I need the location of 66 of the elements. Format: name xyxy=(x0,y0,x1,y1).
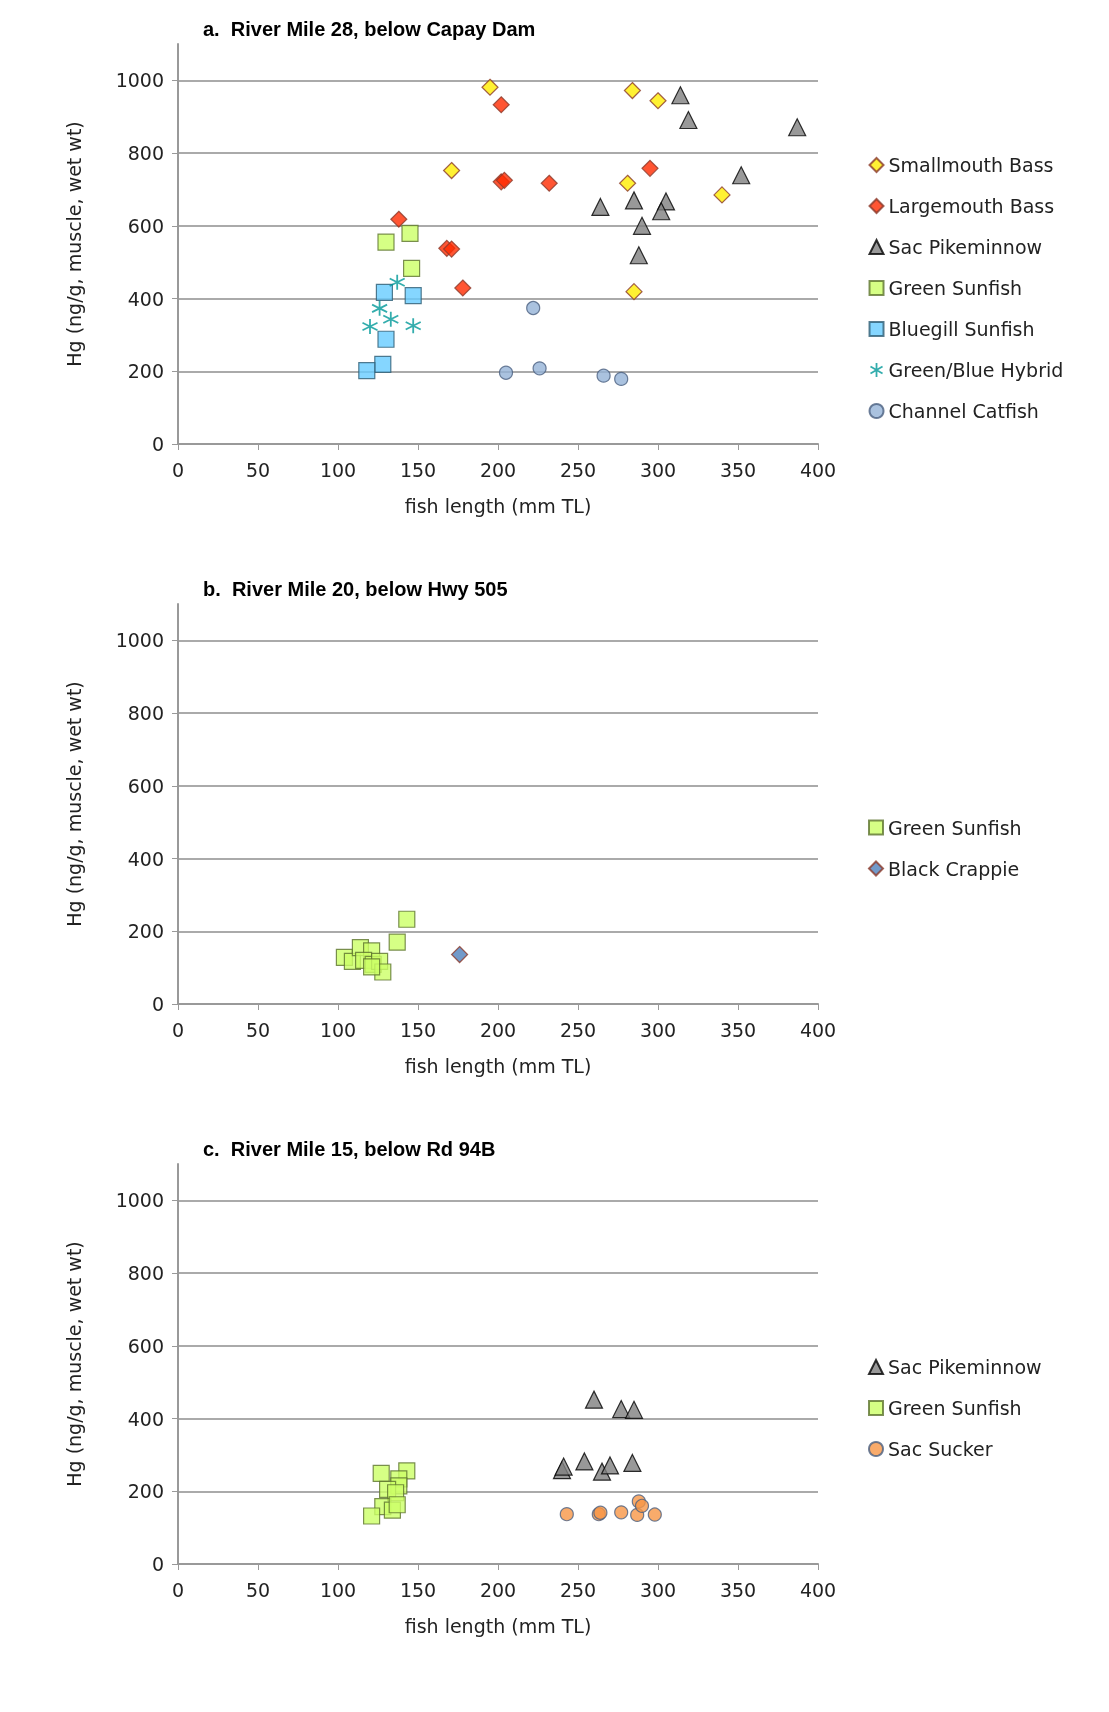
legend-label: Green/Blue Hybrid xyxy=(888,359,1064,381)
x-tick-label: 350 xyxy=(719,1018,757,1041)
legend-label: Largemouth Bass xyxy=(888,195,1055,217)
y-axis-title: Hg (ng/g, muscle, wet wt) xyxy=(62,1241,85,1487)
x-tick-label: 100 xyxy=(319,458,357,481)
x-tick-label: 150 xyxy=(399,1578,437,1601)
legend-label: Green Sunfish xyxy=(888,1397,1022,1419)
legend-label: Sac Pikeminnow xyxy=(888,1356,1042,1378)
x-tick-label: 400 xyxy=(799,458,837,481)
x-tick-label: 150 xyxy=(399,458,437,481)
x-tick-label: 200 xyxy=(479,458,517,481)
y-tick-label: 600 xyxy=(127,774,164,797)
x-tick-label: 50 xyxy=(245,1578,271,1601)
legend-label: Green Sunfish xyxy=(888,816,1022,839)
x-tick-label: 300 xyxy=(639,1018,677,1041)
legend-label: Channel Catfish xyxy=(888,400,1039,422)
x-axis-title: fish length (mm TL) xyxy=(404,1054,592,1077)
x-tick-label: 50 xyxy=(245,1018,271,1041)
chart-title: b. River Mile 20, below Hwy 505 xyxy=(203,578,508,600)
chart-title: a. River Mile 28, below Capay Dam xyxy=(203,18,536,40)
x-tick-label: 0 xyxy=(171,1018,185,1041)
legend-label: Green Sunfish xyxy=(888,277,1023,299)
y-tick-label: 200 xyxy=(127,1480,164,1503)
y-tick-label: 800 xyxy=(127,702,164,725)
x-tick-label: 350 xyxy=(719,1578,757,1601)
y-tick-label: 0 xyxy=(151,433,164,455)
x-tick-label: 0 xyxy=(171,1578,185,1601)
x-tick-label: 400 xyxy=(799,1018,837,1041)
y-axis-title: Hg (ng/g, muscle, wet wt) xyxy=(62,681,85,927)
x-axis-title: fish length (mm TL) xyxy=(404,494,592,517)
y-tick-label: 600 xyxy=(127,214,164,237)
x-tick-label: 200 xyxy=(479,1018,517,1041)
y-tick-label: 800 xyxy=(127,1262,164,1285)
x-tick-label: 300 xyxy=(639,1578,677,1601)
y-tick-label: 400 xyxy=(127,1407,164,1430)
x-axis-title: fish length (mm TL) xyxy=(404,1614,592,1637)
x-tick-label: 50 xyxy=(245,458,271,481)
y-tick-label: 0 xyxy=(151,993,164,1015)
y-tick-label: 1000 xyxy=(115,69,164,92)
y-tick-label: 0 xyxy=(151,1553,164,1575)
y-tick-label: 400 xyxy=(127,847,164,870)
x-tick-label: 150 xyxy=(399,1018,437,1041)
legend-label: Smallmouth Bass xyxy=(888,154,1054,176)
x-tick-label: 300 xyxy=(639,458,677,481)
x-tick-label: 100 xyxy=(319,1018,357,1041)
y-tick-label: 400 xyxy=(127,287,164,310)
y-axis-title: Hg (ng/g, muscle, wet wt) xyxy=(62,121,85,367)
y-tick-label: 800 xyxy=(127,142,164,165)
chart-title: c. River Mile 15, below Rd 94B xyxy=(203,1138,496,1160)
x-tick-label: 250 xyxy=(559,1018,597,1041)
legend-label: Bluegill Sunfish xyxy=(888,318,1035,340)
x-tick-label: 250 xyxy=(559,458,597,481)
x-tick-label: 400 xyxy=(799,1578,837,1601)
x-tick-label: 250 xyxy=(559,1578,597,1601)
y-tick-label: 600 xyxy=(127,1334,164,1357)
y-tick-label: 200 xyxy=(127,920,164,943)
y-tick-label: 1000 xyxy=(115,629,164,652)
x-tick-label: 200 xyxy=(479,1578,517,1601)
legend-label: Sac Sucker xyxy=(888,1438,993,1460)
legend-label: Sac Pikeminnow xyxy=(888,236,1043,258)
x-tick-label: 100 xyxy=(319,1578,357,1601)
legend-label: Black Crappie xyxy=(888,857,1020,880)
x-tick-label: 350 xyxy=(719,458,757,481)
y-tick-label: 200 xyxy=(127,360,164,383)
y-tick-label: 1000 xyxy=(115,1189,164,1212)
x-tick-label: 0 xyxy=(171,458,185,481)
